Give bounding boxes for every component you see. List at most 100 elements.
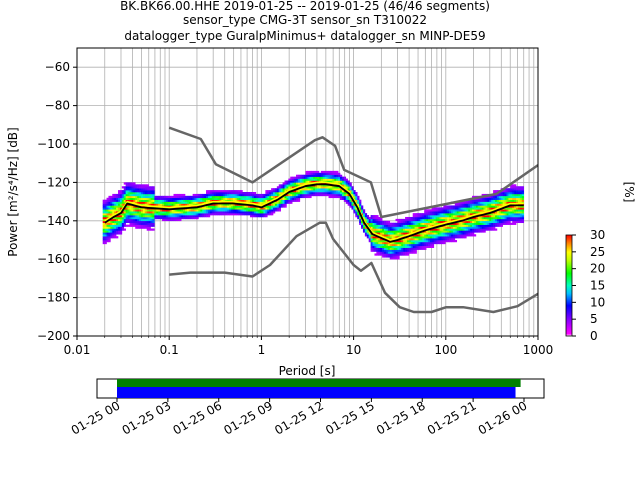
heatmap-cell <box>139 184 142 187</box>
heatmap-cell <box>406 249 410 252</box>
heatmap-cell <box>368 240 371 243</box>
heatmap-cell <box>292 197 295 200</box>
heatmap-cell <box>221 190 224 193</box>
heatmap-cell <box>468 228 471 231</box>
heatmap-cell <box>104 241 107 245</box>
heatmap-cell <box>154 197 157 200</box>
heatmap-cell <box>378 251 381 254</box>
colorbar-tick-label: 20 <box>590 262 605 276</box>
heatmap-cell <box>234 207 237 210</box>
heatmap-cell <box>317 170 320 174</box>
heatmap-cell <box>510 209 513 212</box>
heatmap-cell <box>424 218 427 222</box>
heatmap-cell <box>146 213 149 216</box>
heatmap-cell <box>418 240 421 243</box>
heatmap-cell <box>454 213 458 216</box>
heatmap-cell <box>408 243 412 247</box>
heatmap-cell <box>414 238 417 241</box>
heatmap-cell <box>485 216 488 220</box>
heatmap-cell <box>137 184 140 187</box>
heatmap-cell <box>305 178 308 181</box>
heatmap-cell <box>127 215 130 218</box>
heatmap-cell <box>391 245 394 248</box>
heatmap-cell <box>416 218 419 222</box>
heatmap-cell <box>184 203 188 206</box>
heatmap-cell <box>108 211 111 214</box>
heatmap-cell <box>125 207 128 210</box>
heatmap-cell <box>142 184 146 187</box>
heatmap-cell <box>489 215 492 218</box>
heatmap-cell <box>378 240 381 243</box>
heatmap-cell <box>108 232 111 235</box>
heatmap-cell <box>318 190 322 193</box>
heatmap-cell <box>116 209 119 212</box>
heatmap-cell <box>294 195 297 199</box>
heatmap-cell <box>466 218 469 222</box>
heatmap-cell <box>416 224 419 227</box>
heatmap-cell <box>340 190 343 193</box>
heatmap-cell <box>173 203 176 206</box>
heatmap-cell <box>336 176 339 179</box>
heatmap-cell <box>510 197 513 200</box>
heatmap-cell <box>521 192 525 195</box>
heatmap-cell <box>152 193 155 197</box>
heatmap-cell <box>112 209 115 212</box>
heatmap-cell <box>144 209 148 212</box>
heatmap-cell <box>184 197 188 200</box>
heatmap-cell <box>142 186 146 189</box>
heatmap-cell <box>483 203 486 206</box>
heatmap-cell <box>506 218 509 222</box>
heatmap-cell <box>374 243 377 247</box>
heatmap-cell <box>450 216 454 220</box>
heatmap-cell <box>152 211 155 214</box>
heatmap-cell <box>165 215 169 218</box>
heatmap-cell <box>112 193 115 197</box>
heatmap-cell <box>184 215 188 218</box>
heatmap-cell <box>188 199 192 202</box>
heatmap-cell <box>121 186 125 189</box>
heatmap-cell <box>127 190 130 193</box>
heatmap-cell <box>410 224 414 227</box>
heatmap-cell <box>165 209 169 212</box>
heatmap-cell <box>340 180 343 183</box>
heatmap-cell <box>496 195 500 199</box>
heatmap-cell <box>401 220 404 224</box>
heatmap-cell <box>395 236 398 239</box>
heatmap-cell <box>217 205 220 208</box>
heatmap-cell <box>108 201 111 204</box>
heatmap-cell <box>340 195 343 199</box>
heatmap-cell <box>213 190 216 193</box>
colorbar-tick-label: 25 <box>590 245 605 259</box>
heatmap-cell <box>481 224 484 227</box>
heatmap-cell <box>351 192 354 195</box>
heatmap-cell <box>232 209 236 212</box>
heatmap-cell <box>301 174 304 177</box>
heatmap-cell <box>519 201 523 204</box>
heatmap-cell <box>422 245 425 248</box>
heatmap-cell <box>181 203 184 206</box>
heatmap-cell <box>317 186 320 189</box>
heatmap-cell <box>209 199 213 202</box>
heatmap-cell <box>361 226 364 229</box>
heatmap-cell <box>403 251 406 254</box>
heatmap-cell <box>355 192 358 195</box>
heatmap-cell <box>142 211 146 214</box>
heatmap-cell <box>418 245 421 248</box>
heatmap-cell <box>303 190 306 193</box>
heatmap-cell <box>447 234 450 237</box>
heatmap-cell <box>403 220 406 224</box>
heatmap-cell <box>387 249 391 252</box>
heatmap-cell <box>449 215 452 218</box>
heatmap-cell <box>431 241 435 245</box>
heatmap-cell <box>118 203 121 206</box>
heatmap-cell <box>163 197 167 200</box>
heatmap-cell <box>475 205 479 208</box>
heatmap-cell <box>140 218 144 222</box>
heatmap-cell <box>380 247 383 250</box>
heatmap-cell <box>196 207 199 210</box>
heatmap-cell <box>454 222 458 225</box>
heatmap-cell <box>309 192 312 195</box>
heatmap-cell <box>397 228 400 231</box>
heatmap-cell <box>343 192 347 195</box>
heatmap-cell <box>481 207 484 210</box>
